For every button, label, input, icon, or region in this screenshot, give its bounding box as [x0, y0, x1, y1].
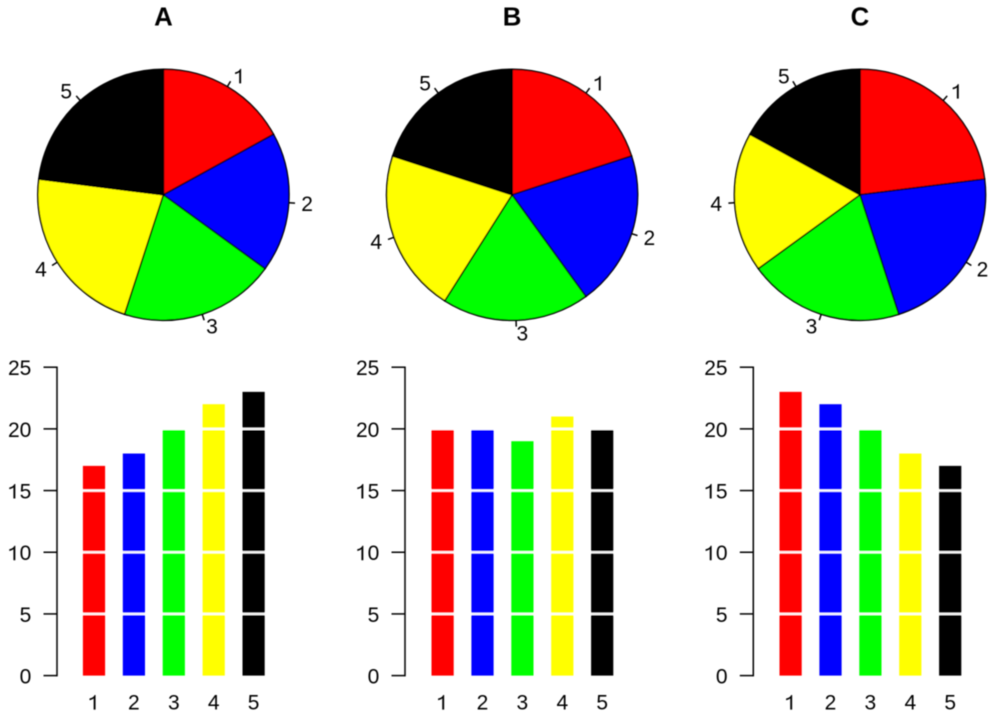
svg-text:25: 25 [356, 357, 379, 380]
svg-text:2: 2 [128, 692, 140, 715]
svg-text:20: 20 [704, 419, 727, 442]
svg-text:2: 2 [977, 258, 989, 281]
svg-text:25: 25 [704, 357, 727, 380]
svg-text:3: 3 [516, 322, 528, 345]
svg-text:5: 5 [716, 604, 728, 627]
svg-text:2: 2 [825, 692, 837, 715]
svg-text:2: 2 [644, 227, 656, 250]
svg-text:4: 4 [35, 258, 47, 281]
svg-text:3: 3 [517, 692, 529, 715]
svg-text:C: C [851, 4, 870, 32]
svg-text:5: 5 [944, 692, 956, 715]
svg-text:0: 0 [368, 542, 380, 565]
svg-text:5: 5 [716, 481, 728, 504]
svg-text:5: 5 [60, 81, 72, 104]
svg-text:2: 2 [301, 193, 313, 216]
svg-text:2: 2 [477, 692, 489, 715]
svg-text:3: 3 [168, 692, 180, 715]
svg-text:B: B [503, 4, 522, 32]
svg-text:0: 0 [368, 666, 380, 689]
svg-text:5: 5 [248, 692, 260, 715]
svg-text:5: 5 [20, 481, 32, 504]
svg-text:5: 5 [368, 604, 380, 627]
svg-text:4: 4 [556, 692, 568, 715]
svg-text:4: 4 [710, 193, 722, 216]
svg-text:5: 5 [368, 481, 380, 504]
svg-text:5: 5 [596, 692, 608, 715]
svg-text:3: 3 [206, 316, 218, 339]
svg-text:4: 4 [208, 692, 220, 715]
svg-text:A: A [154, 4, 173, 32]
svg-text:0: 0 [716, 542, 728, 565]
svg-text:3: 3 [865, 692, 877, 715]
svg-text:5: 5 [778, 65, 790, 88]
svg-text:0: 0 [716, 666, 728, 689]
svg-text:5: 5 [419, 73, 431, 96]
svg-text:20: 20 [356, 419, 379, 442]
svg-text:20: 20 [8, 419, 31, 442]
svg-text:0: 0 [20, 666, 32, 689]
svg-text:5: 5 [20, 604, 32, 627]
svg-text:25: 25 [8, 357, 31, 380]
svg-text:4: 4 [904, 692, 916, 715]
svg-text:4: 4 [370, 231, 382, 254]
svg-text:0: 0 [20, 542, 32, 565]
svg-text:3: 3 [806, 316, 818, 339]
